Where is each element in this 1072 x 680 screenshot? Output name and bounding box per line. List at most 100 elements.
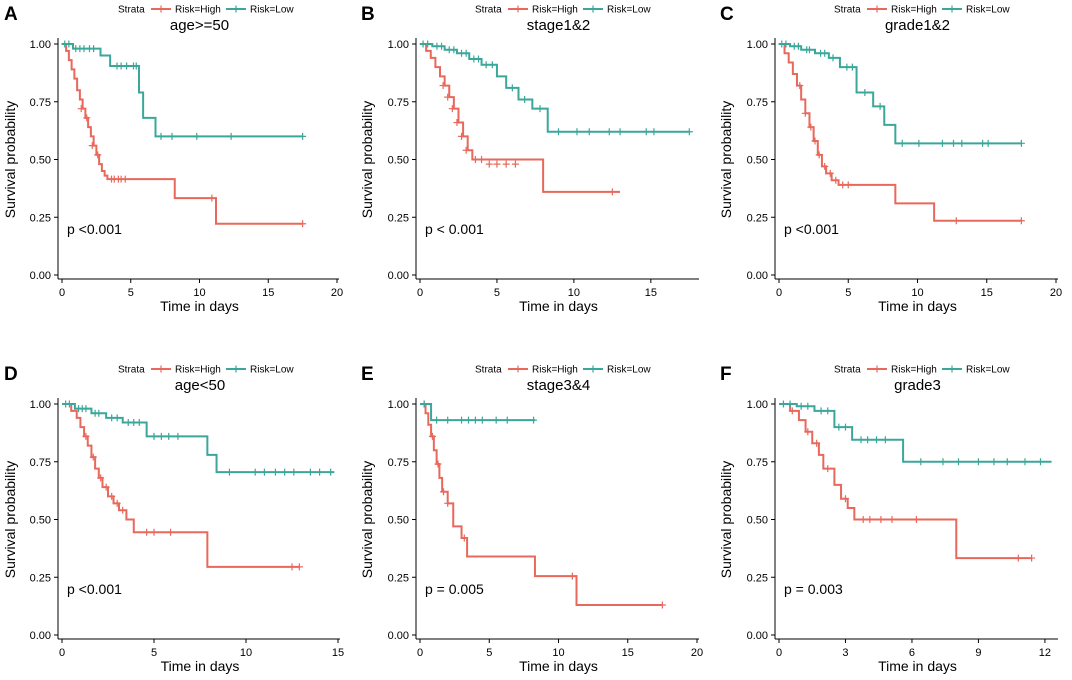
panel-letter: D [4, 364, 18, 385]
censor-mark-low [990, 458, 998, 466]
y-tick-label: 0.25 [30, 572, 51, 584]
x-tick-label: 10 [552, 647, 564, 659]
censor-mark-high [462, 146, 470, 154]
censor-mark-high [119, 506, 127, 514]
panel-letter: B [361, 4, 375, 25]
legend-label-low: Risk=Low [966, 365, 1010, 376]
censor-mark-low [503, 416, 511, 424]
censor-mark-low [805, 46, 813, 54]
legend-title: Strata [118, 5, 145, 16]
y-tick-label: 0.25 [747, 212, 768, 224]
legend-label-high: Risk=High [532, 365, 578, 376]
censor-mark-high [841, 495, 849, 503]
chart-title: stage3&4 [527, 377, 590, 394]
censor-mark-low [433, 416, 441, 424]
censor-mark-low [861, 89, 869, 97]
censor-mark-high [511, 160, 519, 168]
censor-mark-low [458, 416, 466, 424]
censor-mark-low [786, 400, 794, 408]
censor-mark-low [65, 40, 73, 48]
x-tick-label: 15 [981, 287, 993, 299]
censor-mark-high [471, 156, 479, 163]
legend: Strata Risk=High Risk=Low [834, 365, 1010, 376]
censor-mark-low [779, 400, 787, 408]
censor-mark-low [817, 407, 825, 415]
survival-curve-low [420, 43, 690, 133]
panel-letter: C [720, 4, 734, 25]
survival-curve-high [420, 43, 621, 193]
censor-mark-high [824, 465, 832, 473]
chart-title: stage1&2 [527, 17, 590, 34]
p-value: p <0.001 [784, 221, 839, 237]
censor-mark-high [460, 534, 468, 542]
x-tick-label: 12 [1039, 647, 1051, 659]
censor-mark-high [811, 137, 819, 145]
censor-mark-low [299, 132, 307, 140]
censor-mark-high [658, 601, 666, 609]
y-tick-label: 0.00 [388, 630, 409, 642]
censor-mark-low [165, 432, 173, 440]
censor-mark-high [113, 499, 121, 507]
survival-curve-high [779, 43, 1022, 222]
panel-letter: F [720, 364, 732, 385]
censor-mark-high [299, 220, 307, 228]
censor-mark-low [450, 46, 458, 54]
y-tick-label: 0.00 [30, 270, 51, 282]
censor-mark-low [804, 402, 812, 410]
x-tick-label: 10 [568, 287, 580, 299]
censor-mark-low [954, 458, 962, 466]
survival-curve-high [62, 43, 303, 225]
x-axis-label: Time in days [519, 298, 598, 314]
censor-mark-low [474, 55, 482, 63]
survival-curve-high [62, 403, 300, 568]
censor-mark-high [434, 460, 442, 468]
legend-label-low: Risk=Low [250, 5, 294, 16]
y-tick-label: 0.25 [30, 212, 51, 224]
censor-mark-high [813, 439, 821, 447]
censor-mark-high [502, 160, 510, 168]
y-axis-label: Survival probability [359, 101, 375, 219]
censor-mark-high [866, 516, 874, 523]
y-tick-label: 0.50 [30, 515, 51, 527]
legend-label-high: Risk=High [891, 365, 937, 376]
censor-mark-low [327, 468, 335, 476]
censor-mark-high [801, 109, 809, 117]
censor-mark-high [295, 563, 303, 571]
censor-mark-high [478, 156, 486, 163]
legend-title: Strata [118, 365, 145, 376]
p-value: p <0.001 [67, 221, 122, 237]
censor-mark-low [90, 45, 98, 53]
censor-mark-low [938, 139, 946, 147]
censor-mark-high [143, 528, 151, 536]
censor-mark-low [835, 423, 843, 431]
censor-mark-low [898, 139, 906, 147]
censor-mark-low [132, 62, 140, 70]
censor-mark-low [82, 405, 90, 413]
x-tick-label: 15 [332, 647, 344, 659]
survival-curve-low [62, 43, 303, 138]
x-tick-label: 5 [151, 647, 157, 659]
x-axis-label: Time in days [519, 658, 598, 674]
censor-mark-low [797, 402, 805, 410]
legend-label-high: Risk=High [891, 5, 937, 16]
y-tick-label: 0.75 [388, 97, 409, 109]
censor-mark-low [939, 458, 947, 466]
y-tick-label: 0.50 [388, 515, 409, 527]
censor-mark-high [821, 162, 829, 170]
censor-mark-low [958, 139, 966, 147]
censor-mark-low [1017, 139, 1025, 147]
censor-mark-low [536, 105, 544, 113]
censor-mark-high [428, 432, 436, 440]
censor-mark-high [208, 194, 216, 202]
censor-mark-high [796, 82, 804, 90]
censor-mark-high [89, 453, 97, 461]
censor-mark-low [420, 400, 428, 408]
y-axis-label: Survival probability [718, 461, 734, 579]
panel-a: A Strata Risk=High Risk=Lowage>=500.000.250… [2, 4, 343, 314]
censor-mark-high [826, 169, 834, 177]
censor-mark-high [788, 407, 796, 415]
y-tick-label: 0.75 [747, 97, 768, 109]
y-tick-label: 1.00 [30, 399, 51, 411]
censor-mark-high [121, 175, 129, 183]
legend: Strata Risk=High Risk=Low [118, 5, 294, 16]
